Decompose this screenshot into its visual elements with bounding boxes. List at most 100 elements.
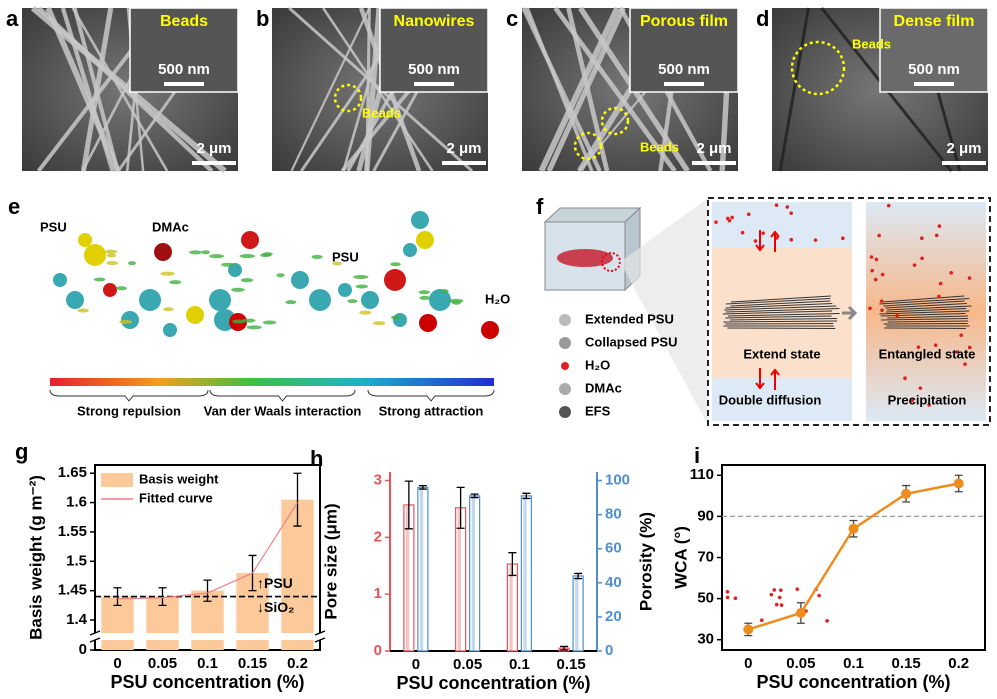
colorbar [50,378,494,386]
error-bar [574,572,583,580]
inset-scale-label: 500 nm [658,61,710,78]
fiber [778,7,810,172]
water-dot [777,595,782,600]
panel-letter: d [756,6,769,31]
interaction-isosurface [347,299,358,304]
water-bottom [712,378,852,421]
water-dot [774,602,779,607]
efs-fiber [887,320,969,323]
efs-fiber [887,315,969,319]
interaction-isosurface [201,250,210,255]
water-dot [733,596,738,600]
scale-label: 2 μm [446,140,481,157]
water-dot [934,233,939,238]
inset-label: Beads [160,13,208,30]
inset-scale-label: 500 nm [908,61,960,78]
efs-fiber [725,298,831,305]
efs-fiber [727,313,840,317]
interaction-isosurface [262,320,277,325]
colorbar-label: Van der Waals interaction [204,403,362,418]
callout-label: Beads [640,139,679,154]
water-dot [955,350,960,354]
atom [163,323,177,337]
interaction-isosurface [115,286,128,291]
interaction-isosurface [221,262,235,267]
inset-scale-bar [414,82,454,86]
scale-bar [442,161,486,165]
legend-label: Fitted curve [139,490,213,505]
x-tick-label: 0.1 [509,656,530,673]
water-dot [868,306,872,311]
y-tick-label: 50 [697,590,714,607]
efs-fiber [729,318,838,321]
efs-fiber [725,308,840,313]
y2-tick-label: 80 [605,506,622,523]
water-dot [920,256,924,261]
legend-swatch [101,473,133,487]
interaction-isosurface [189,250,202,255]
fitted-curve [117,502,299,600]
data-point [953,478,964,489]
water-dot [740,230,745,235]
state-label: Double diffusion [719,392,822,407]
bar-shade [419,488,424,651]
y-tick-label: 1.55 [58,523,87,540]
atom [103,283,117,297]
water-dot [817,593,821,598]
atom [429,289,451,311]
diffusion-arrow [755,230,765,252]
y-tick-label: 1 [374,585,382,602]
interaction-isosurface [440,289,449,294]
water-top [712,202,852,248]
x-tick-label: 0.2 [948,655,969,672]
fiber [538,6,620,173]
y-tick-label: 1.45 [58,582,87,599]
annotation: ↓SiO₂ [257,599,294,615]
y-axis-title: Porosity (%) [636,512,655,611]
panel-letter: f [536,194,544,219]
x-tick-label: 0.05 [148,655,177,672]
fiber [521,7,602,172]
fiber [71,7,169,172]
y2-tick-label: 60 [605,540,622,557]
bar-shade [471,496,475,651]
water-dot [937,224,942,228]
efs-fiber [879,310,970,315]
legend-icon [559,383,571,395]
bar-shade [575,576,579,651]
y-tick-label: 30 [697,631,714,648]
interaction-isosurface [359,310,372,315]
inset-label: Dense film [894,13,975,30]
error-bar [203,579,212,602]
state-label: Extend state [743,346,820,361]
error-bar [560,645,569,651]
efs-fiber [879,298,970,305]
diffusion-arrow [770,230,780,252]
brace [49,389,209,402]
interaction-isosurface [332,261,343,266]
x-axis-title: PSU concentration (%) [110,672,304,692]
fiber [365,7,371,172]
interaction-isosurface [451,300,461,305]
annotation: ↑PSU [257,575,293,591]
atom [139,289,161,311]
y2-tick-label: 40 [605,574,622,591]
water-dot [761,231,765,235]
atom [186,306,204,324]
water-dot [779,588,783,592]
data-point [743,624,754,635]
legend-icon [559,314,571,326]
legend-label: DMAc [585,380,622,395]
water-dot [746,212,751,217]
efs-fiber [886,305,972,311]
data-point [795,608,806,618]
x-axis-title: PSU concentration (%) [396,673,590,693]
interaction-isosurface [276,273,285,278]
water-dot [753,239,758,243]
water-dot [879,299,884,303]
bar-shade [509,565,513,651]
inset-label: Porous film [640,13,728,30]
efs-fiber [883,300,965,307]
scale-label: 2 μm [946,140,981,157]
cube [543,207,642,223]
